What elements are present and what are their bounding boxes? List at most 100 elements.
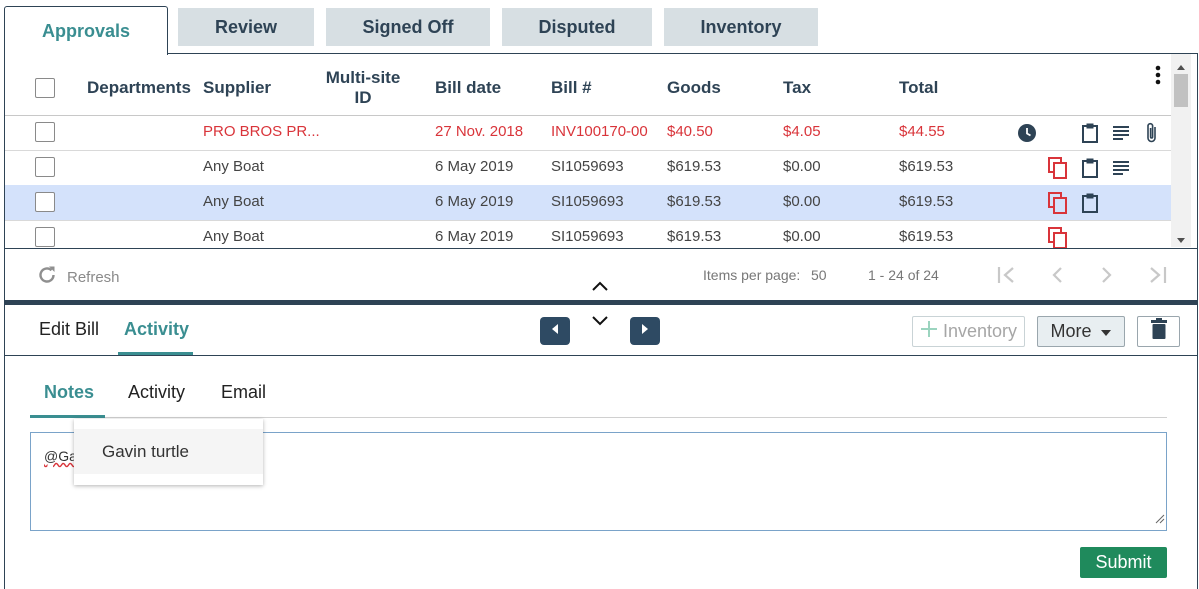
inner-tabs-border xyxy=(30,417,1167,418)
cell-bill-number: SI1059693 xyxy=(551,193,624,210)
items-per-page-label: Items per page: xyxy=(703,267,801,283)
header-departments[interactable]: Departments xyxy=(87,78,191,97)
tab-email[interactable]: Email xyxy=(221,382,267,402)
row-checkbox[interactable] xyxy=(35,157,55,177)
row-checkbox[interactable] xyxy=(35,122,55,142)
tab-edit-bill[interactable]: Edit Bill xyxy=(39,319,100,339)
cell-goods: $619.53 xyxy=(667,158,722,175)
duplicate-icon[interactable] xyxy=(1048,157,1068,184)
tab-notes-underline xyxy=(30,415,105,418)
header-supplier[interactable]: Supplier xyxy=(203,78,272,97)
tab-approvals[interactable]: Approvals xyxy=(4,6,168,55)
table-bottom-border xyxy=(5,248,1197,249)
panel-border-right xyxy=(1197,53,1198,589)
resize-handle-icon[interactable] xyxy=(1153,511,1165,529)
tab-signed-off[interactable]: Signed Off xyxy=(326,8,490,46)
trash-icon xyxy=(1150,318,1168,345)
submit-button[interactable]: Submit xyxy=(1080,547,1167,578)
tab-review[interactable]: Review xyxy=(178,8,314,46)
previous-page-icon[interactable] xyxy=(1049,266,1065,289)
header-tax[interactable]: Tax xyxy=(783,78,812,97)
refresh-label: Refresh xyxy=(67,269,120,286)
panel-divider[interactable] xyxy=(5,300,1197,305)
next-page-icon[interactable] xyxy=(1099,266,1115,289)
tab-activity-underline xyxy=(118,352,193,355)
scroll-up-arrow-icon[interactable] xyxy=(1176,58,1186,76)
cell-supplier: PRO BROS PR... xyxy=(203,123,320,140)
table-row-selected[interactable]: Any Boat 6 May 2019 SI1059693 $619.53 $0… xyxy=(5,185,1171,221)
notes-lines-icon[interactable] xyxy=(1112,125,1130,146)
cell-bill-number: SI1059693 xyxy=(551,228,624,245)
tab-inner-activity[interactable]: Activity xyxy=(128,382,186,402)
scrollbar-thumb[interactable] xyxy=(1174,74,1188,107)
expand-up-chevron-icon[interactable] xyxy=(591,279,609,297)
caret-right-icon xyxy=(640,322,650,340)
more-button[interactable]: More xyxy=(1037,316,1125,347)
header-bill-number[interactable]: Bill # xyxy=(551,78,592,97)
notes-text: @Ga xyxy=(44,448,77,464)
cell-tax: $4.05 xyxy=(783,123,821,140)
cell-bill-date: 6 May 2019 xyxy=(435,193,514,210)
cell-bill-number: INV100170-00 xyxy=(551,123,648,140)
row-checkbox[interactable] xyxy=(35,227,55,247)
tab-activity[interactable]: Activity xyxy=(124,319,190,339)
table-row[interactable]: Any Boat 6 May 2019 SI1059693 $619.53 $0… xyxy=(5,150,1171,186)
duplicate-icon[interactable] xyxy=(1048,192,1068,219)
header-total[interactable]: Total xyxy=(899,78,939,97)
plus-icon xyxy=(920,320,938,343)
tab-notes[interactable]: Notes xyxy=(44,382,95,402)
notes-lines-icon[interactable] xyxy=(1112,160,1130,181)
cell-bill-date: 6 May 2019 xyxy=(435,158,514,175)
pagination-range: 1 - 24 of 24 xyxy=(868,267,939,283)
header-multisite-id[interactable]: Multi-site ID xyxy=(318,68,408,108)
header-multisite-line1: Multi-site xyxy=(325,68,401,87)
first-page-icon[interactable] xyxy=(996,266,1018,289)
previous-record-button[interactable] xyxy=(540,317,570,345)
clipboard-icon[interactable] xyxy=(1081,192,1099,219)
cell-total: $619.53 xyxy=(899,228,954,245)
clock-icon[interactable] xyxy=(1017,123,1037,148)
add-inventory-label: Inventory xyxy=(942,321,1018,341)
caret-down-icon xyxy=(1100,321,1112,342)
cell-tax: $0.00 xyxy=(783,193,821,210)
caret-left-icon xyxy=(550,322,560,340)
paperclip-icon[interactable] xyxy=(1144,121,1160,150)
cell-goods: $619.53 xyxy=(667,228,722,245)
more-label: More xyxy=(1050,321,1092,341)
duplicate-icon[interactable] xyxy=(1048,227,1068,248)
header-bill-date[interactable]: Bill date xyxy=(435,78,502,97)
cell-total: $619.53 xyxy=(899,193,954,210)
table-row[interactable]: Any Boat 6 May 2019 SI1059693 $619.53 $0… xyxy=(5,220,1171,248)
cell-supplier: Any Boat xyxy=(203,158,264,175)
cell-bill-date: 6 May 2019 xyxy=(435,228,514,245)
last-page-icon[interactable] xyxy=(1146,266,1168,289)
cell-bill-date: 27 Nov. 2018 xyxy=(435,123,524,140)
header-goods[interactable]: Goods xyxy=(667,78,721,97)
cell-tax: $0.00 xyxy=(783,158,821,175)
mention-suggestion-item[interactable]: Gavin turtle xyxy=(74,429,263,474)
row-checkbox[interactable] xyxy=(35,192,55,212)
detail-header-border xyxy=(5,355,1197,356)
cell-total: $44.55 xyxy=(899,123,945,140)
delete-button[interactable] xyxy=(1137,316,1180,347)
tab-inventory[interactable]: Inventory xyxy=(664,8,818,46)
refresh-icon xyxy=(36,264,58,291)
cell-supplier: Any Boat xyxy=(203,228,264,245)
next-record-button[interactable] xyxy=(630,317,660,345)
scroll-down-arrow-icon[interactable] xyxy=(1176,232,1186,250)
panel-border-left xyxy=(4,53,5,589)
table-row[interactable]: PRO BROS PR... 27 Nov. 2018 INV100170-00… xyxy=(5,115,1171,151)
clipboard-icon[interactable] xyxy=(1081,122,1099,149)
items-per-page-select[interactable]: 50 xyxy=(811,267,827,283)
collapse-down-chevron-icon[interactable] xyxy=(591,314,609,332)
tab-disputed[interactable]: Disputed xyxy=(502,8,652,46)
cell-bill-number: SI1059693 xyxy=(551,158,624,175)
select-all-checkbox[interactable] xyxy=(35,78,55,98)
add-inventory-button[interactable]: Inventory xyxy=(912,316,1025,347)
clipboard-icon[interactable] xyxy=(1081,157,1099,184)
panel-border xyxy=(166,53,1198,54)
cell-total: $619.53 xyxy=(899,158,954,175)
mention-dropdown: Gavin turtle xyxy=(74,419,263,485)
refresh-button[interactable]: Refresh xyxy=(36,264,120,291)
more-vert-icon[interactable] xyxy=(1150,64,1166,88)
